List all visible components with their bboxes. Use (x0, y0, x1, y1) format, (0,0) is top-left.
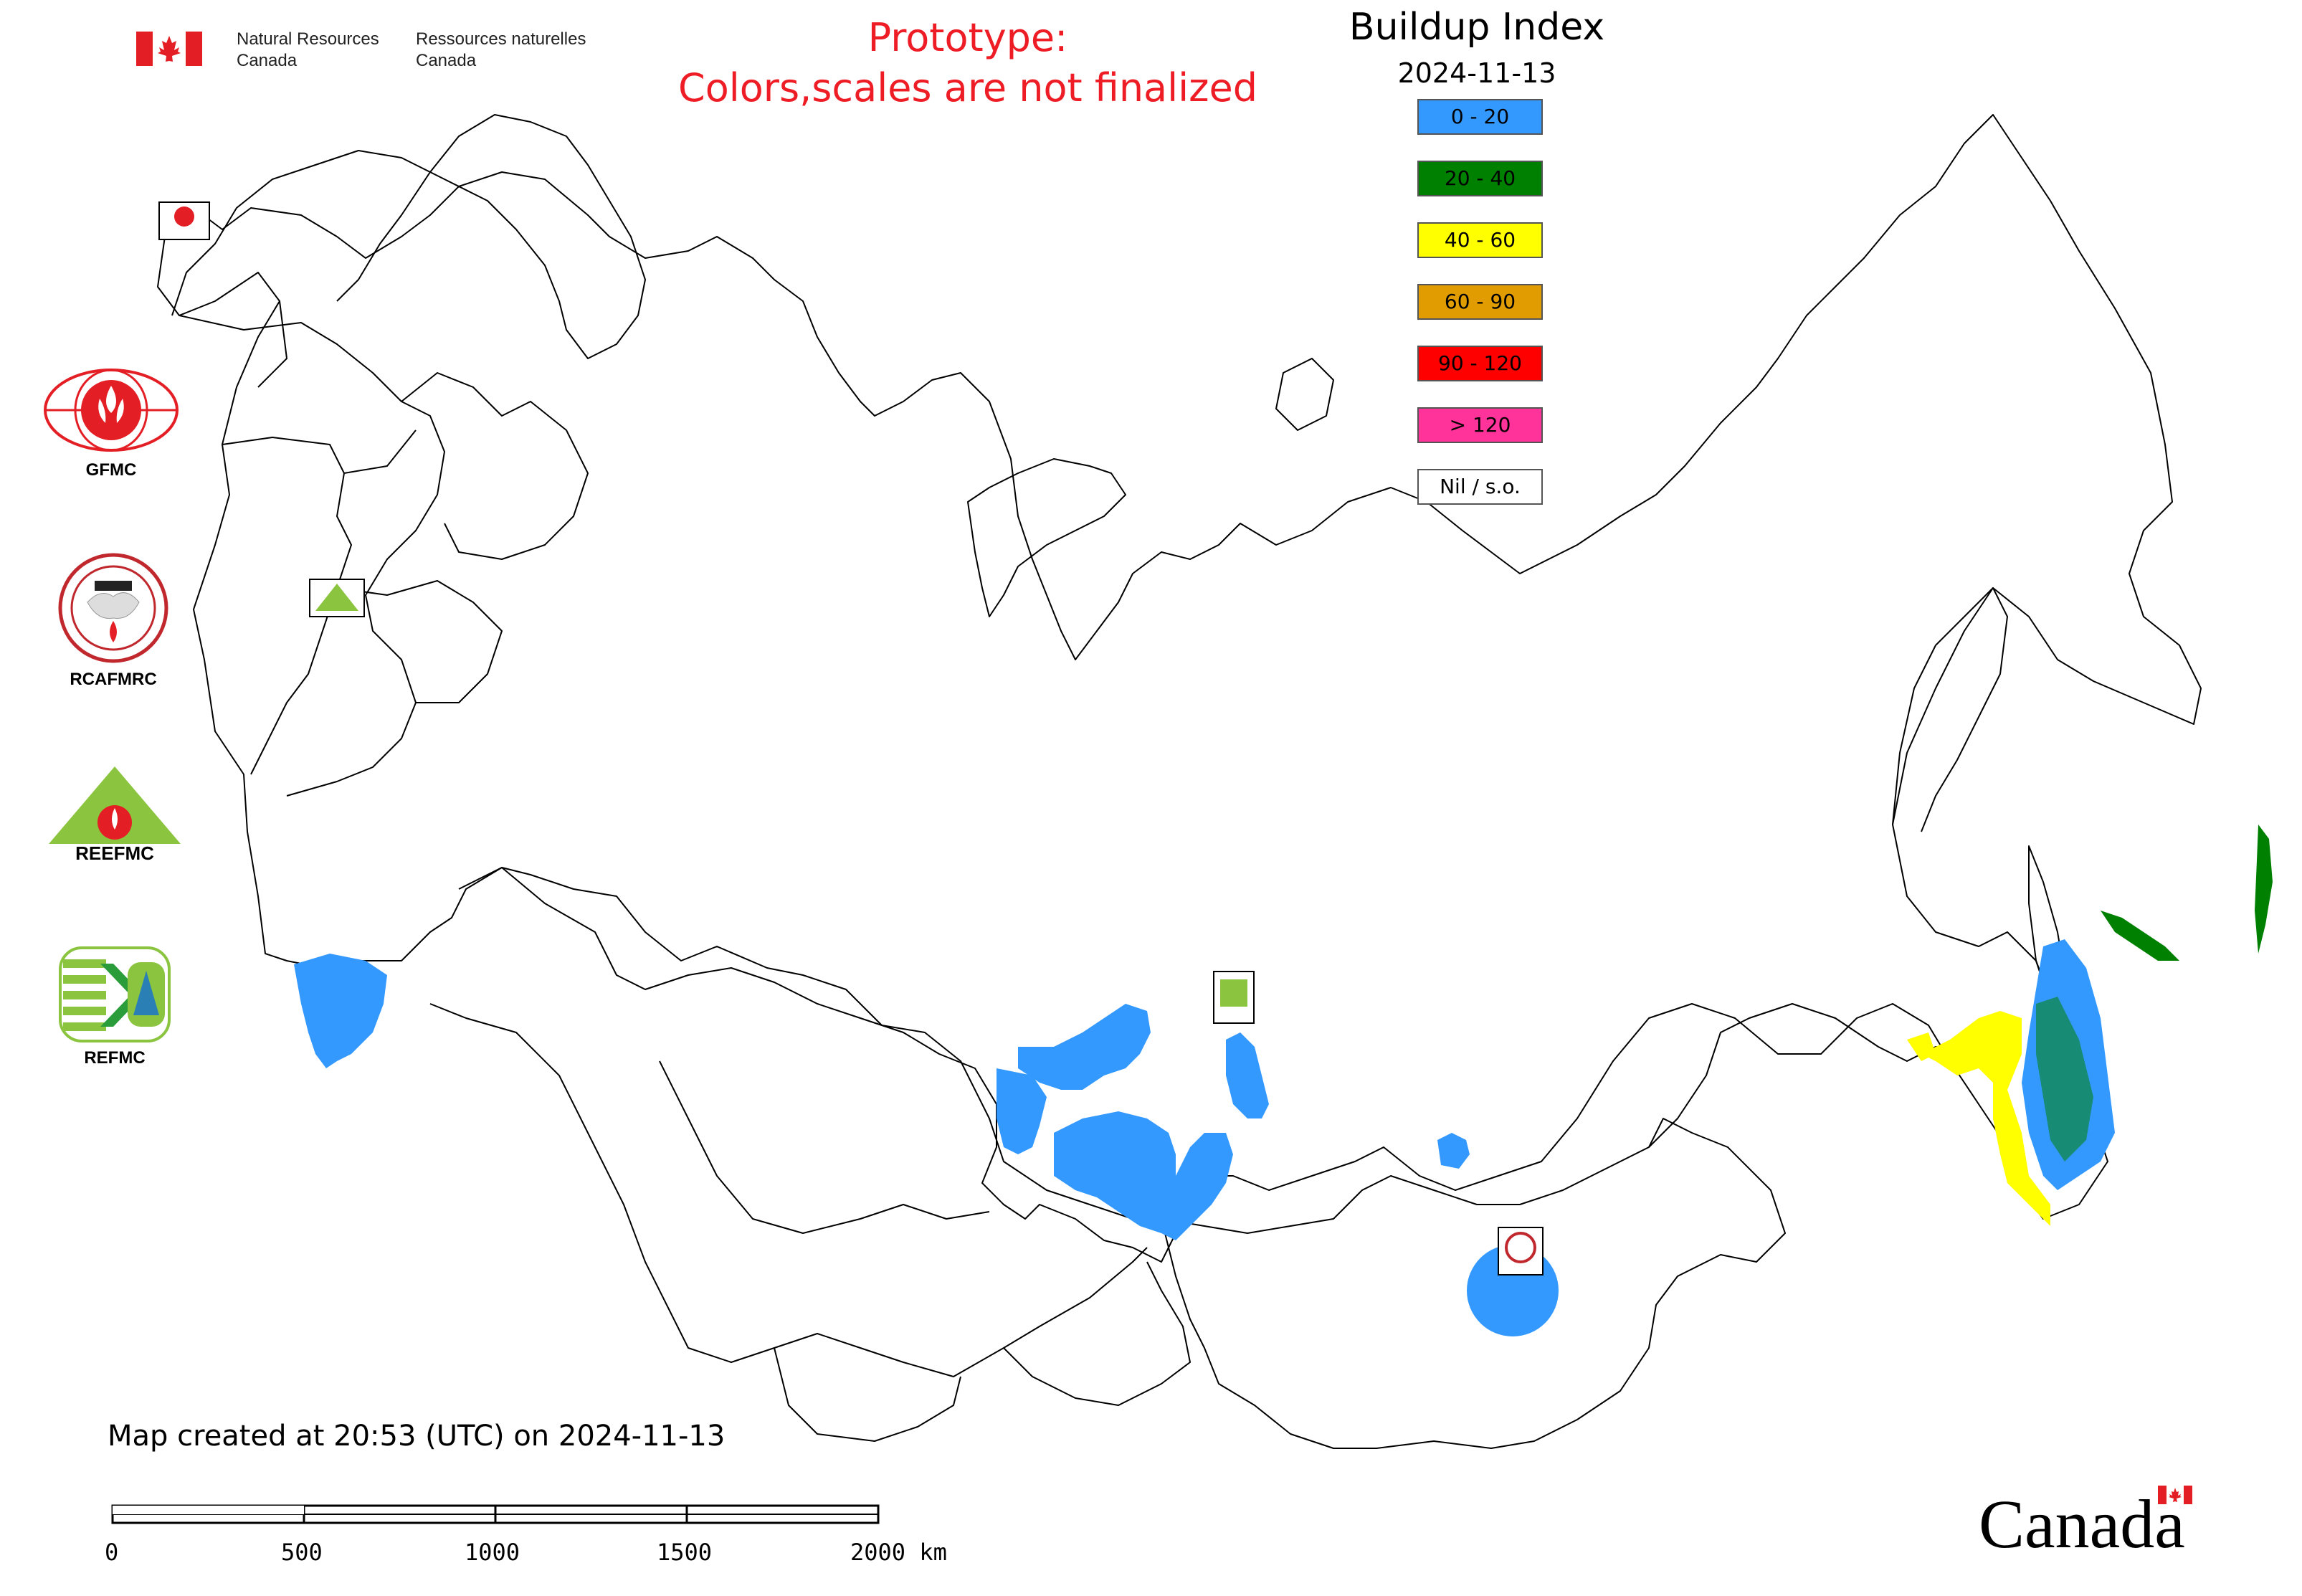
refmc-label: REFMC (84, 1048, 146, 1068)
legend-class-over-120: > 120 (1417, 407, 1543, 443)
bui-area-kazakh-west (997, 1068, 1047, 1154)
russia-outline (157, 114, 2202, 1220)
central-asia-borders (429, 1003, 1191, 1442)
legend-class-60-90: 60 - 90 (1417, 284, 1543, 320)
legend-class-40-60: 40 - 60 (1417, 222, 1543, 258)
scale-tick-500: 500 (281, 1539, 323, 1566)
legend-class-0-20: 0 - 20 (1417, 99, 1543, 135)
scale-tick-1000: 1000 (465, 1539, 520, 1566)
gfmc-flame-globe-icon (44, 369, 179, 452)
agency-name-en: Natural Resources Canada (237, 29, 379, 70)
map-markers (158, 201, 1544, 1276)
agency-name-fr: Ressources naturelles Canada (416, 29, 586, 70)
scale-tick-2000: 2000 km (850, 1539, 947, 1566)
scale-bar-graphic (111, 1504, 880, 1524)
gfmc-logo: GFMC (39, 366, 183, 480)
legend-class-20-40: 20 - 40 (1417, 161, 1543, 196)
bui-area-kazakh-east (1054, 1111, 1233, 1240)
china-border (1648, 1003, 2008, 1148)
legend-date: 2024-11-13 (1397, 57, 1556, 89)
legend-class-90-120: 90 - 120 (1417, 346, 1543, 381)
gfmc-marker-icon (174, 206, 194, 227)
rcafmrc-label: RCAFMRC (70, 670, 157, 689)
refmc-marker-icon (1220, 979, 1247, 1007)
prototype-line-2: Colors,scales are not finalized (678, 65, 1257, 110)
bui-area-amur-edge (1907, 1032, 1936, 1061)
prototype-line-1: Prototype: (867, 15, 1068, 60)
legend-title: Buildup Index (1349, 6, 1605, 49)
bui-area-ukraine (294, 954, 387, 1068)
canada-wordmark: Canada (1979, 1484, 2222, 1563)
bui-area-kuril-green (2255, 825, 2273, 954)
reefmc-triangle-icon: REEFMC (40, 766, 189, 864)
mongolia-border (1161, 1118, 1786, 1449)
scale-bar: 0 500 1000 1500 2000 km (93, 1491, 975, 1570)
rcafmrc-marker-icon (1505, 1232, 1536, 1263)
kamchatka-outline (1892, 587, 2008, 832)
bui-areas (294, 825, 2273, 1336)
refmc-logo: REFMC (59, 946, 171, 1068)
rcafmrc-logo: RCAFMRC (56, 552, 171, 690)
bui-area-baikal (1437, 1133, 1470, 1169)
map-created-timestamp: Map created at 20:53 (UTC) on 2024-11-13 (108, 1420, 726, 1453)
bui-area-altai (1226, 1032, 1269, 1118)
bui-area-sakhalin-green (2101, 911, 2179, 961)
kazakhstan-border (458, 867, 1176, 1263)
canada-wordmark-text: Canada (1979, 1486, 2185, 1562)
prototype-notice: Prototype: Colors,scales are not finaliz… (645, 13, 1290, 113)
reefmc-wordmark: REEFMC (75, 842, 154, 864)
novaya-zemlya (967, 458, 1126, 617)
refmc-sigma-icon (59, 946, 171, 1042)
rcafmrc-seal-icon (58, 553, 168, 663)
canada-flag-icon (136, 32, 202, 66)
nrcan-signature: Natural Resources Canada Ressources natu… (136, 27, 609, 73)
western-borders (179, 300, 589, 797)
bui-area-amur-yellow (1921, 1011, 2050, 1226)
scale-tick-0: 0 (105, 1539, 119, 1566)
reefmc-logo: REEFMC (37, 764, 192, 867)
wordmark-flag-icon (2158, 1486, 2192, 1504)
country-boundaries (157, 114, 2202, 1449)
legend-class-nil: Nil / s.o. (1417, 469, 1543, 505)
reefmc-marker-icon (315, 584, 358, 611)
scandinavia-outline (171, 114, 646, 359)
severnaya-zemlya (1275, 358, 1334, 431)
gfmc-label: GFMC (85, 460, 137, 480)
scale-tick-1500: 1500 (657, 1539, 713, 1566)
bui-area-kazakh-north (1018, 1004, 1151, 1090)
bui-area-primorye-green (2036, 997, 2093, 1162)
